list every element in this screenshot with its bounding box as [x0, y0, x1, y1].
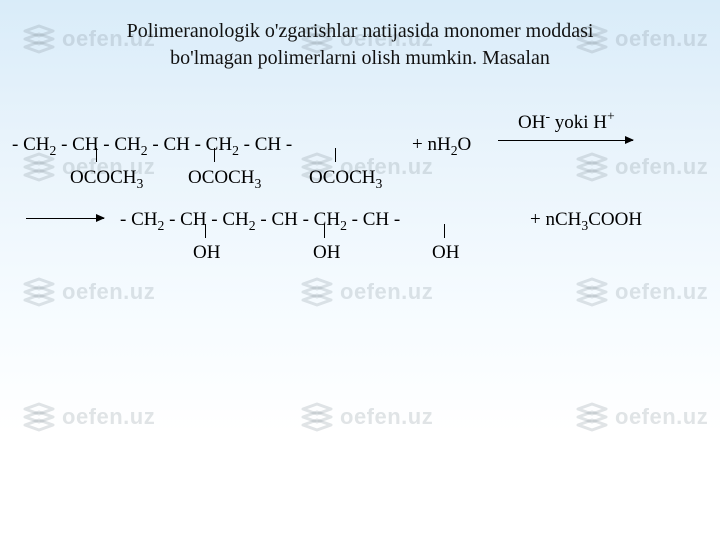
page-title: Polimeranologik o'zgarishlar natijasida … — [0, 18, 720, 72]
reaction-arrow-1 — [498, 140, 633, 141]
bond — [324, 224, 325, 238]
plus-nCH3COOH: + nCH3COOH — [530, 210, 642, 229]
substituent-oh: OH — [432, 243, 459, 262]
title-line-1: Polimeranologik o'zgarishlar natijasida … — [127, 20, 594, 42]
content-root: Polimeranologik o'zgarishlar natijasida … — [0, 0, 720, 540]
plus-nH2O: + nH2O — [412, 135, 471, 154]
catalyst-label: OH- yoki H+ — [518, 113, 615, 132]
substituent-ococh3: OCOCH3 — [309, 168, 382, 187]
bond — [205, 224, 206, 238]
bond — [444, 224, 445, 238]
title-line-2: bo'lmagan polimerlarni olish mumkin. Mas… — [170, 47, 550, 69]
reaction-arrow-2 — [26, 218, 104, 219]
bond — [96, 148, 97, 162]
bond — [214, 148, 215, 162]
reactant-backbone: - CH2 - CH - CH2 - CH - CH2 - CH - — [12, 135, 292, 154]
substituent-ococh3: OCOCH3 — [188, 168, 261, 187]
substituent-oh: OH — [313, 243, 340, 262]
product-backbone: - CH2 - CH - CH2 - CH - CH2 - CH - — [120, 210, 400, 229]
bond — [335, 148, 336, 162]
substituent-oh: OH — [193, 243, 220, 262]
substituent-ococh3: OCOCH3 — [70, 168, 143, 187]
